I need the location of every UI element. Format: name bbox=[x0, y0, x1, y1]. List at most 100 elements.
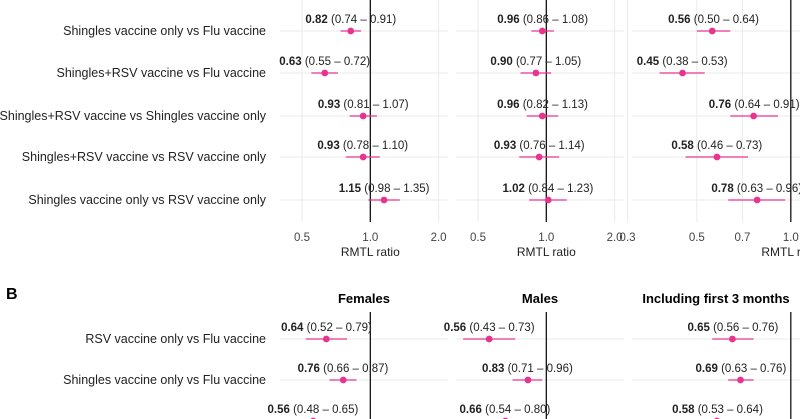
estimate-label: 0.66 (0.54 – 0.80) bbox=[460, 404, 551, 416]
estimate-label: 0.82 (0.74 – 0.91) bbox=[305, 14, 396, 26]
estimate-value: 0.96 bbox=[497, 99, 523, 111]
point-estimate bbox=[321, 69, 329, 77]
estimate-value: 0.96 bbox=[497, 14, 523, 26]
tick-label: 0.3 bbox=[620, 232, 636, 244]
estimate-label: 0.90 (0.77 – 1.05) bbox=[490, 56, 581, 68]
estimate-label: 0.76 (0.66 – 0.87) bbox=[298, 363, 389, 375]
estimate-value: 0.76 bbox=[298, 363, 324, 375]
x-axis-label: RMTL ratio bbox=[517, 245, 576, 259]
estimate-value: 0.78 bbox=[711, 183, 737, 195]
row-label: Shingles vaccine only vs RSV vaccine onl… bbox=[28, 193, 266, 207]
confidence-interval: (0.98 – 1.35) bbox=[364, 183, 429, 195]
estimate-label: 0.63 (0.55 – 0.72) bbox=[279, 56, 370, 68]
row-label: Shingles vaccine only vs Flu vaccine bbox=[63, 373, 266, 387]
estimate-value: 1.02 bbox=[503, 183, 529, 195]
estimate-label: 0.45 (0.38 – 0.53) bbox=[637, 56, 728, 68]
confidence-interval: (0.63 – 0.96) bbox=[737, 183, 800, 195]
tick-label: 0.5 bbox=[689, 232, 705, 244]
x-axis-label: RMTL ratio bbox=[761, 245, 800, 259]
estimate-label: 0.69 (0.63 – 0.76) bbox=[695, 363, 786, 375]
estimate-label: 0.64 (0.52 – 0.79) bbox=[281, 322, 372, 334]
x-axis-label: RMTL ratio bbox=[341, 245, 400, 259]
estimate-label: 0.93 (0.78 – 1.10) bbox=[317, 140, 408, 152]
estimate-value: 0.65 bbox=[688, 322, 714, 334]
estimate-label: 0.96 (0.86 – 1.08) bbox=[497, 14, 588, 26]
estimate-value: 0.56 bbox=[668, 14, 694, 26]
estimate-value: 0.56 bbox=[268, 404, 294, 416]
point-estimate bbox=[359, 112, 367, 120]
point-estimate bbox=[532, 69, 540, 77]
confidence-interval: (0.78 – 1.10) bbox=[343, 140, 408, 152]
subpanel-2: 0.96 (0.86 – 1.08) 0.90 (0.77 – 1.05) 0.96… bbox=[456, 0, 624, 259]
confidence-interval: (0.77 – 1.05) bbox=[516, 56, 581, 68]
tick-label: 1.0 bbox=[362, 232, 378, 244]
point-estimate bbox=[544, 196, 552, 204]
confidence-interval: (0.71 – 0.96) bbox=[508, 363, 573, 375]
tick-label: 1.0 bbox=[783, 232, 799, 244]
estimate-value: 0.93 bbox=[318, 99, 344, 111]
tick-label: 1.0 bbox=[538, 232, 554, 244]
estimate-value: 0.76 bbox=[709, 99, 735, 111]
estimate-label: 0.83 (0.71 – 0.96) bbox=[482, 363, 573, 375]
point-estimate bbox=[679, 69, 686, 77]
confidence-interval: (0.74 – 0.91) bbox=[331, 14, 396, 26]
point-estimate bbox=[359, 153, 367, 161]
panel-label-b: B bbox=[6, 286, 18, 303]
estimate-label: 0.56 (0.50 – 0.64) bbox=[668, 14, 759, 26]
subpanel-3: Including first 3 months 0.65 (0.56 – 0.7… bbox=[632, 291, 800, 419]
tick-label: 0.7 bbox=[734, 232, 750, 244]
subpanel-title: Females bbox=[338, 291, 390, 306]
confidence-interval: (0.43 – 0.73) bbox=[469, 322, 534, 334]
estimate-value: 0.45 bbox=[637, 56, 663, 68]
tick-label: 0.5 bbox=[470, 232, 486, 244]
row-label: Shingles vaccine only vs Flu vaccine bbox=[63, 24, 266, 38]
point-estimate bbox=[535, 153, 543, 161]
confidence-interval: (0.86 – 1.08) bbox=[523, 14, 588, 26]
estimate-label: 0.93 (0.81 – 1.07) bbox=[318, 99, 409, 111]
confidence-interval: (0.82 – 1.13) bbox=[523, 99, 588, 111]
estimate-value: 0.69 bbox=[695, 363, 721, 375]
estimate-label: 0.93 (0.76 – 1.14) bbox=[494, 140, 585, 152]
point-estimate bbox=[750, 112, 758, 120]
estimate-label: 0.58 (0.53 – 0.64) bbox=[672, 404, 763, 416]
estimate-value: 0.82 bbox=[305, 14, 331, 26]
estimate-label: 0.96 (0.82 – 1.13) bbox=[497, 99, 588, 111]
row-label: RSV vaccine only vs Flu vaccine bbox=[85, 332, 266, 346]
estimate-label: 0.58 (0.46 – 0.73) bbox=[671, 140, 762, 152]
confidence-interval: (0.46 – 0.73) bbox=[697, 140, 762, 152]
confidence-interval: (0.55 – 0.72) bbox=[305, 56, 370, 68]
estimate-value: 0.90 bbox=[490, 56, 516, 68]
estimate-value: 0.66 bbox=[460, 404, 486, 416]
tick-label: 2.0 bbox=[607, 232, 623, 244]
tick-label: 0.5 bbox=[294, 232, 310, 244]
point-estimate bbox=[485, 335, 493, 343]
row-label: Shingles+RSV vaccine vs Shingles vaccine… bbox=[0, 109, 267, 123]
confidence-interval: (0.54 – 0.80) bbox=[485, 404, 550, 416]
forest-panel-b: RSV vaccine only vs Flu vaccine Shingles … bbox=[63, 291, 800, 419]
point-estimate bbox=[322, 335, 330, 343]
point-estimate bbox=[347, 27, 355, 35]
confidence-interval: (0.66 – 0.87) bbox=[323, 363, 388, 375]
estimate-value: 0.58 bbox=[672, 404, 698, 416]
estimate-value: 0.93 bbox=[317, 140, 343, 152]
confidence-interval: (0.56 – 0.76) bbox=[713, 322, 778, 334]
estimate-label: 0.65 (0.56 – 0.76) bbox=[688, 322, 779, 334]
estimate-value: 1.15 bbox=[339, 183, 365, 195]
confidence-interval: (0.81 – 1.07) bbox=[343, 99, 408, 111]
subpanel-1: Females 0.64 (0.52 – 0.79) 0.76 (0.66 – 0.… bbox=[268, 291, 448, 419]
point-estimate bbox=[339, 376, 347, 384]
estimate-label: 1.02 (0.84 – 1.23) bbox=[503, 183, 594, 195]
point-estimate bbox=[729, 335, 736, 343]
point-estimate bbox=[524, 376, 532, 384]
point-estimate bbox=[708, 27, 716, 35]
subpanel-1: 0.82 (0.74 – 0.91) 0.63 (0.55 – 0.72) 0.93… bbox=[279, 0, 448, 259]
estimate-value: 0.93 bbox=[494, 140, 520, 152]
confidence-interval: (0.52 – 0.79) bbox=[307, 322, 372, 334]
confidence-interval: (0.38 – 0.53) bbox=[662, 56, 727, 68]
row-label: Shingles+RSV vaccine vs RSV vaccine only bbox=[22, 150, 267, 164]
forest-panel-a: Shingles vaccine only vs Flu vaccine Shin… bbox=[0, 0, 800, 259]
estimate-label: 0.76 (0.64 – 0.91) bbox=[709, 99, 800, 111]
row-label: Shingles+RSV vaccine vs Flu vaccine bbox=[57, 66, 267, 80]
confidence-interval: (0.48 – 0.65) bbox=[293, 404, 358, 416]
